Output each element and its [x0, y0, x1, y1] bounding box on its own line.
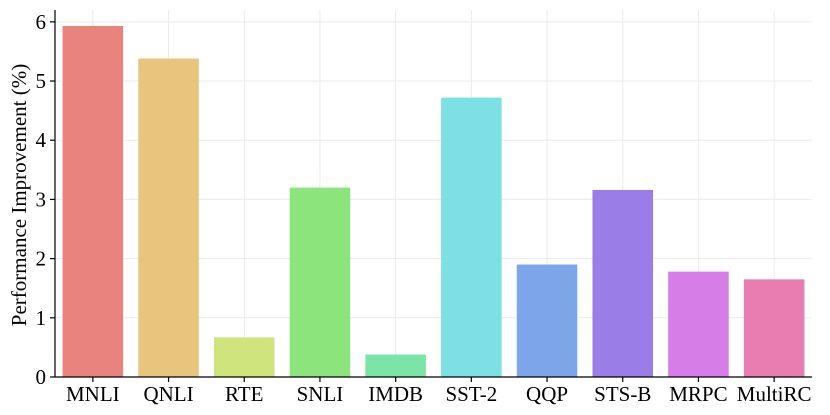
- y-tick-label: 3: [36, 187, 47, 211]
- bar-rte: [213, 337, 275, 377]
- bars: [62, 25, 805, 378]
- y-tick-label: 0: [36, 365, 47, 389]
- bar-sst-2: [441, 97, 502, 378]
- bar-qqp: [516, 264, 578, 377]
- x-tick-label: QQP: [526, 382, 568, 406]
- x-tick-label: SNLI: [297, 382, 344, 406]
- y-tick-label: 6: [36, 10, 47, 34]
- y-tick-label: 5: [36, 69, 47, 93]
- bar-imdb: [365, 354, 426, 377]
- x-tick-label: MNLI: [66, 382, 120, 406]
- axes: [54, 10, 812, 378]
- bar-mnli: [62, 25, 124, 377]
- x-tick-labels: MNLI QNLI RTE SNLI IMDB SST-2 QQP STS-B MRPC Mult…: [66, 377, 812, 406]
- y-tick-labels: 0 1 2 3 4 5 6: [36, 10, 55, 389]
- bar-sts-b: [592, 189, 654, 377]
- x-tick-label: STS-B: [594, 382, 651, 406]
- y-tick-label: 2: [36, 247, 47, 271]
- x-tick-label: IMDB: [368, 382, 423, 406]
- x-tick-label: RTE: [225, 382, 263, 406]
- x-tick-label: MultiRC: [737, 382, 812, 406]
- y-tick-label: 1: [36, 306, 47, 330]
- x-tick-label: MRPC: [669, 382, 727, 406]
- bar-multirc: [743, 279, 805, 377]
- x-tick-label: QNLI: [143, 382, 193, 406]
- bar-qnli: [138, 58, 199, 378]
- bar-mrpc: [668, 271, 729, 377]
- x-tick-label: SST-2: [445, 382, 497, 406]
- bar-snli: [289, 187, 351, 377]
- y-axis-label: Performance Improvement (%): [7, 64, 31, 326]
- y-tick-label: 4: [36, 128, 47, 152]
